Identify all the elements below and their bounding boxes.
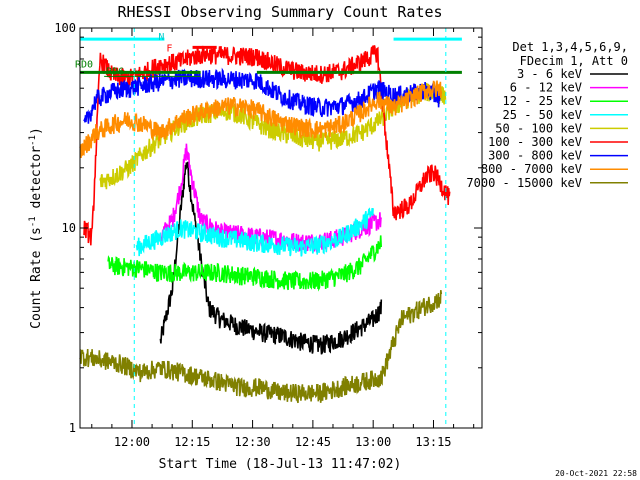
axes: 1 10 100 12:00 12:15 12:30 12:45 13:00 13:15 (54, 21, 483, 449)
datestamp: 20-Oct-2021 22:58 (555, 469, 637, 478)
decimation-label: RD6 (106, 66, 124, 77)
legend-entry-label: 6 - 12 keV (510, 81, 582, 95)
series-line (83, 67, 443, 124)
legend-entry-label: 300 - 800 keV (488, 149, 582, 163)
y-tick-label: 100 (54, 21, 76, 35)
x-tick-label: 13:15 (415, 435, 451, 449)
legend-entry-label: 3 - 6 keV (517, 67, 582, 81)
x-tick-label: 12:45 (295, 435, 331, 449)
series-line (83, 45, 451, 246)
legend-header-line: Det 1,3,4,5,6,9, (512, 40, 628, 54)
y-tick-label: 1 (69, 421, 76, 435)
flare-label: F (166, 43, 172, 54)
series-line (107, 235, 382, 292)
series-line (159, 143, 383, 253)
attenuator-label: RD0 (75, 59, 93, 70)
x-tick-label: 13:00 (355, 435, 391, 449)
night-label: N (158, 32, 164, 43)
x-tick-label: 12:30 (235, 435, 271, 449)
y-axis-label: Count Rate (s-1 detector-1) (28, 127, 44, 329)
series-line (79, 80, 443, 159)
legend-entry-label: 50 - 100 keV (495, 121, 582, 135)
x-tick-label: 12:15 (174, 435, 210, 449)
y-tick-label: 10 (62, 221, 76, 235)
legend-header-line: FDecim 1, Att 0 (520, 54, 628, 68)
series-line (79, 289, 443, 404)
series-line (135, 207, 374, 257)
annotation-group: RD0 RD6 NF (75, 28, 462, 428)
legend-entry-label: 12 - 25 keV (503, 94, 582, 108)
legend-entry-label: 100 - 300 keV (488, 135, 582, 149)
chart-title: RHESSI Observing Summary Count Rates (117, 3, 442, 21)
x-axis-label: Start Time (18-Jul-13 11:47:02) (159, 457, 402, 472)
legend: Det 1,3,4,5,6,9, FDecim 1, Att 0 3 - 6 k… (466, 40, 628, 190)
series-group (79, 45, 451, 404)
legend-entry-label: 25 - 50 keV (503, 108, 582, 122)
legend-entry-label: 7000 - 15000 keV (466, 176, 582, 190)
legend-entry-label: 800 - 7000 keV (481, 162, 582, 176)
x-tick-label: 12:00 (114, 435, 150, 449)
